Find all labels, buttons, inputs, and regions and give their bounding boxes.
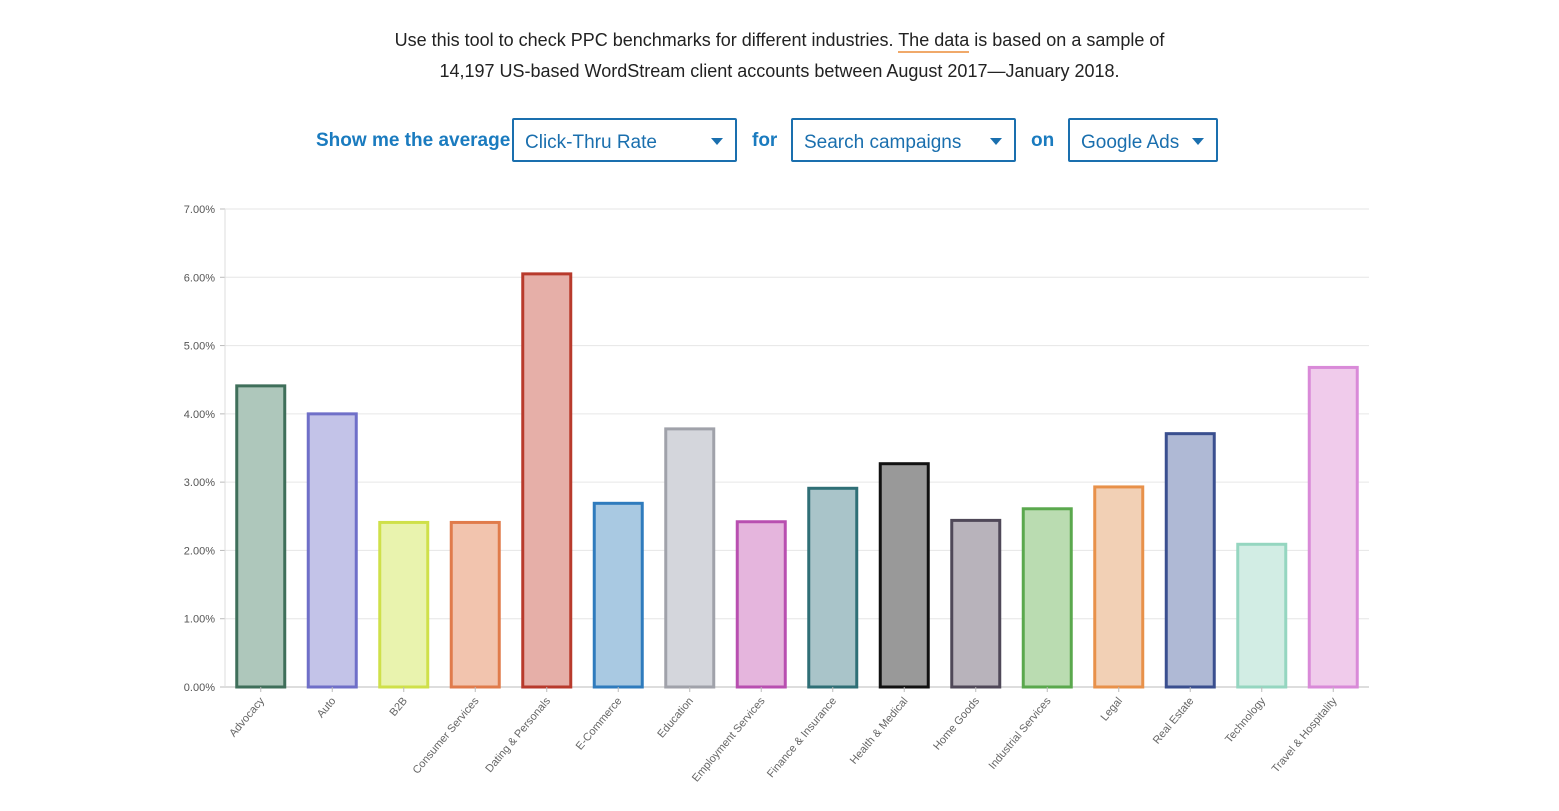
y-tick-label: 2.00% — [184, 545, 215, 557]
x-category-label: B2B — [387, 695, 410, 719]
platform-select[interactable]: Google Ads — [1068, 118, 1218, 162]
x-category-label: Real Estate — [1151, 695, 1197, 746]
metric-select-value: Click-Thru Rate — [525, 132, 657, 153]
bar-consumer-services — [449, 520, 501, 689]
x-category-label: Home Goods — [931, 695, 982, 753]
intro-text: Use this tool to check PPC benchmarks fo… — [0, 25, 1559, 87]
bar-employment-services — [735, 520, 787, 689]
bar-legal — [1093, 485, 1145, 689]
chevron-down-icon — [990, 138, 1002, 145]
x-category-label: Consumer Services — [411, 695, 482, 777]
bar-b2b — [378, 520, 430, 689]
bar-industrial-services — [1021, 507, 1073, 689]
for-label: for — [752, 130, 778, 151]
x-category-label: Advocacy — [227, 695, 267, 740]
x-category-label: E-Commerce — [574, 695, 625, 752]
intro-line-1: Use this tool to check PPC benchmarks fo… — [0, 25, 1559, 56]
chevron-down-icon — [1192, 138, 1204, 145]
bar-home-goods — [950, 518, 1002, 689]
bar-technology — [1236, 542, 1288, 689]
ctr-bar-chart: 0.00% 1.00% 2.00% 3.00% 4.00% 5.00% 6.00% 7.00%… — [184, 204, 1369, 785]
x-category-label: Technology — [1223, 695, 1268, 746]
x-category-label: Dating & Personals — [483, 695, 553, 775]
show-average-label: Show me the average — [316, 130, 511, 151]
y-tick-label: 0.00% — [184, 682, 215, 694]
x-category-label: Legal — [1099, 695, 1125, 723]
bar-travel-hospitality — [1307, 365, 1359, 689]
y-tick-label: 3.00% — [184, 477, 215, 489]
y-tick-label: 7.00% — [184, 204, 215, 216]
y-tick-label: 5.00% — [184, 341, 215, 353]
x-category-label: Finance & Insurance — [765, 695, 839, 780]
bar-auto — [306, 412, 358, 689]
y-tick-label: 1.00% — [184, 614, 215, 626]
bar-dating-personals — [521, 272, 573, 689]
bar-advocacy — [235, 384, 287, 689]
x-category-label: Industrial Services — [987, 695, 1054, 772]
benchmark-controls: Show me the average Click-Thru Rate for … — [0, 118, 1559, 166]
x-category-label: Education — [655, 695, 696, 740]
x-category-label: Travel & Hospitality — [1270, 695, 1340, 775]
intro-text-after-link: is based on a sample of — [969, 30, 1165, 50]
platform-select-value: Google Ads — [1081, 132, 1180, 153]
data-link[interactable]: The data — [898, 30, 970, 53]
campaign-select-value: Search campaigns — [804, 132, 962, 153]
bar-finance-insurance — [807, 486, 859, 689]
x-category-label: Auto — [315, 695, 339, 720]
bar-education — [664, 427, 716, 689]
x-category-label: Employment Services — [690, 695, 768, 785]
bar-health-medical — [878, 462, 930, 689]
intro-text-before-link: Use this tool to check PPC benchmarks fo… — [394, 30, 899, 50]
bar-real-estate — [1164, 432, 1216, 689]
y-tick-label: 6.00% — [184, 272, 215, 284]
bar-e-commerce — [592, 501, 644, 689]
on-label: on — [1031, 130, 1055, 151]
y-tick-label: 4.00% — [184, 409, 215, 421]
campaign-type-select[interactable]: Search campaigns — [791, 118, 1016, 162]
chevron-down-icon — [711, 138, 723, 145]
x-category-label: Health & Medical — [848, 695, 911, 766]
intro-line-2: 14,197 US-based WordStream client accoun… — [439, 61, 1120, 81]
metric-select[interactable]: Click-Thru Rate — [512, 118, 737, 162]
